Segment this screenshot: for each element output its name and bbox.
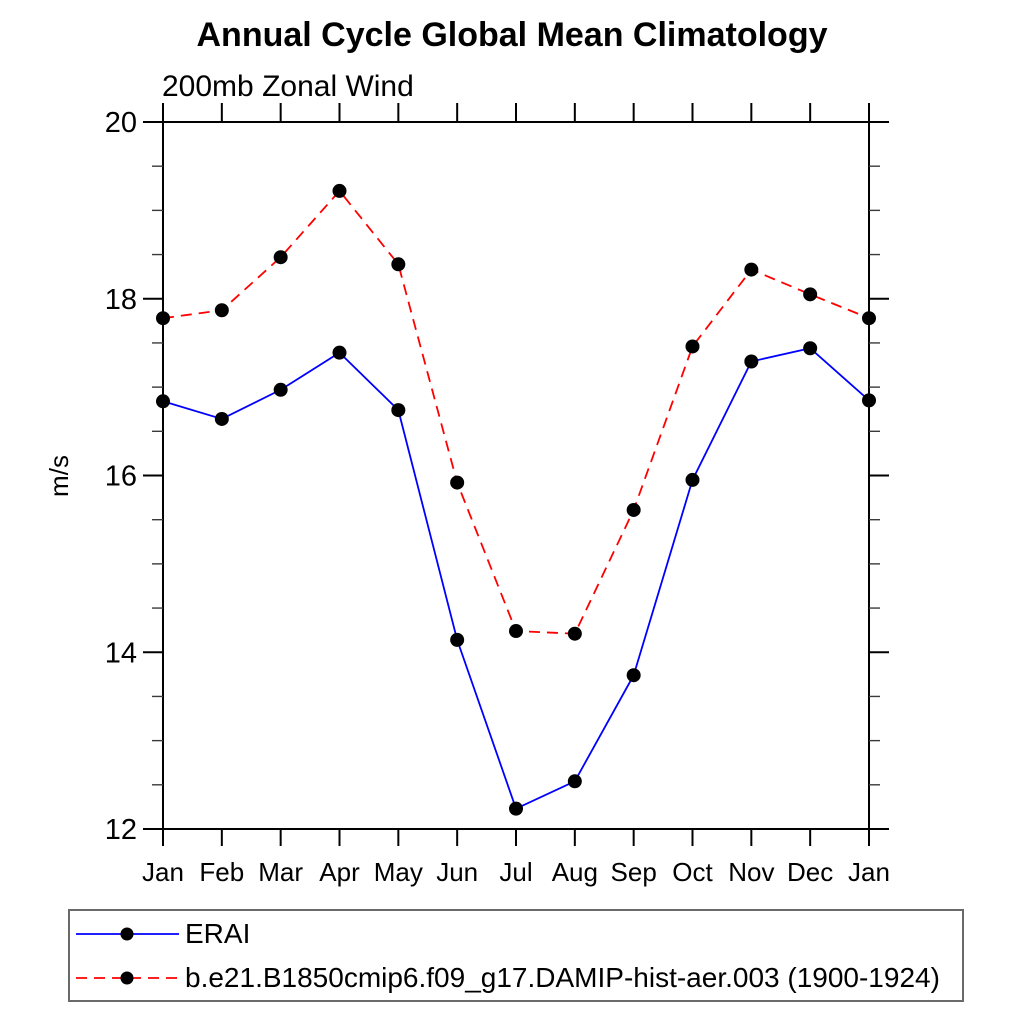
y-axis-label: m/s: [44, 455, 74, 497]
erai-data-point-marker: [744, 354, 759, 369]
x-tick-label: Jan: [848, 857, 890, 887]
model-data-point-marker: [803, 287, 818, 302]
y-tick-label: 20: [105, 107, 137, 139]
model-data-point-marker: [332, 183, 347, 198]
erai-data-point-marker: [509, 801, 523, 816]
legend-entry-erai: ERAI: [70, 912, 962, 956]
y-tick-label: 18: [105, 284, 137, 316]
model-data-point-marker: [862, 311, 876, 326]
x-tick-label: Jan: [142, 857, 184, 887]
x-tick-label: Feb: [199, 857, 244, 887]
x-tick-label: Oct: [672, 857, 713, 887]
chart-subtitle: 200mb Zonal Wind: [162, 70, 414, 103]
model-line-sample-icon: [76, 971, 179, 984]
erai-data-point-marker: [567, 774, 582, 789]
model-data-point-marker: [744, 262, 759, 277]
erai-line-sample-icon: [76, 927, 179, 940]
erai-line: [162, 347, 870, 810]
legend-entry-model: b.e21.B1850cmip6.f09_g17.DAMIP-hist-aer.…: [70, 956, 962, 1000]
y-tick-label: 16: [105, 461, 137, 493]
x-tick-label: Nov: [728, 857, 774, 887]
model-data-point-marker: [685, 339, 700, 354]
legend: ERAI b.e21.B1850cmip6.f09_g17.DAMIP-hist…: [68, 909, 964, 1002]
model-data-point-marker: [273, 250, 288, 265]
plot-border: [162, 121, 870, 830]
model-data-point-marker: [626, 502, 641, 517]
x-tick-label: Mar: [258, 857, 303, 887]
model-line: [162, 189, 870, 635]
erai-data-point-marker: [214, 411, 229, 426]
x-tick-label: Sep: [611, 857, 657, 887]
erai-data-point-marker: [391, 403, 406, 418]
model-data-point-marker: [156, 311, 170, 326]
x-tick-label: Apr: [319, 857, 360, 887]
model-data-point-marker: [567, 626, 582, 641]
x-tick-label: Jul: [499, 857, 532, 887]
erai-data-point-marker: [626, 668, 641, 683]
legend-label-erai: ERAI: [185, 917, 251, 949]
x-tick-label: Jun: [436, 857, 478, 887]
model-data-point-marker: [509, 624, 523, 639]
chart-title: Annual Cycle Global Mean Climatology: [196, 16, 828, 54]
erai-data-point-marker: [862, 393, 876, 408]
model-data-point-marker: [214, 303, 229, 318]
model-data-point-marker: [391, 257, 406, 272]
erai-data-point-marker: [273, 382, 288, 397]
x-tick-label: Dec: [787, 857, 833, 887]
x-tick-label: Aug: [552, 857, 598, 887]
y-tick-label: 14: [105, 637, 137, 669]
erai-data-point-marker: [803, 341, 818, 356]
x-tick-label: May: [374, 857, 423, 887]
y-tick-label: 12: [105, 814, 137, 846]
erai-data-point-marker: [685, 472, 700, 487]
legend-label-model: b.e21.B1850cmip6.f09_g17.DAMIP-hist-aer.…: [185, 961, 940, 993]
erai-data-point-marker: [450, 632, 465, 647]
erai-data-point-marker: [332, 345, 347, 360]
model-data-point-marker: [450, 475, 465, 490]
erai-data-point-marker: [156, 394, 170, 409]
